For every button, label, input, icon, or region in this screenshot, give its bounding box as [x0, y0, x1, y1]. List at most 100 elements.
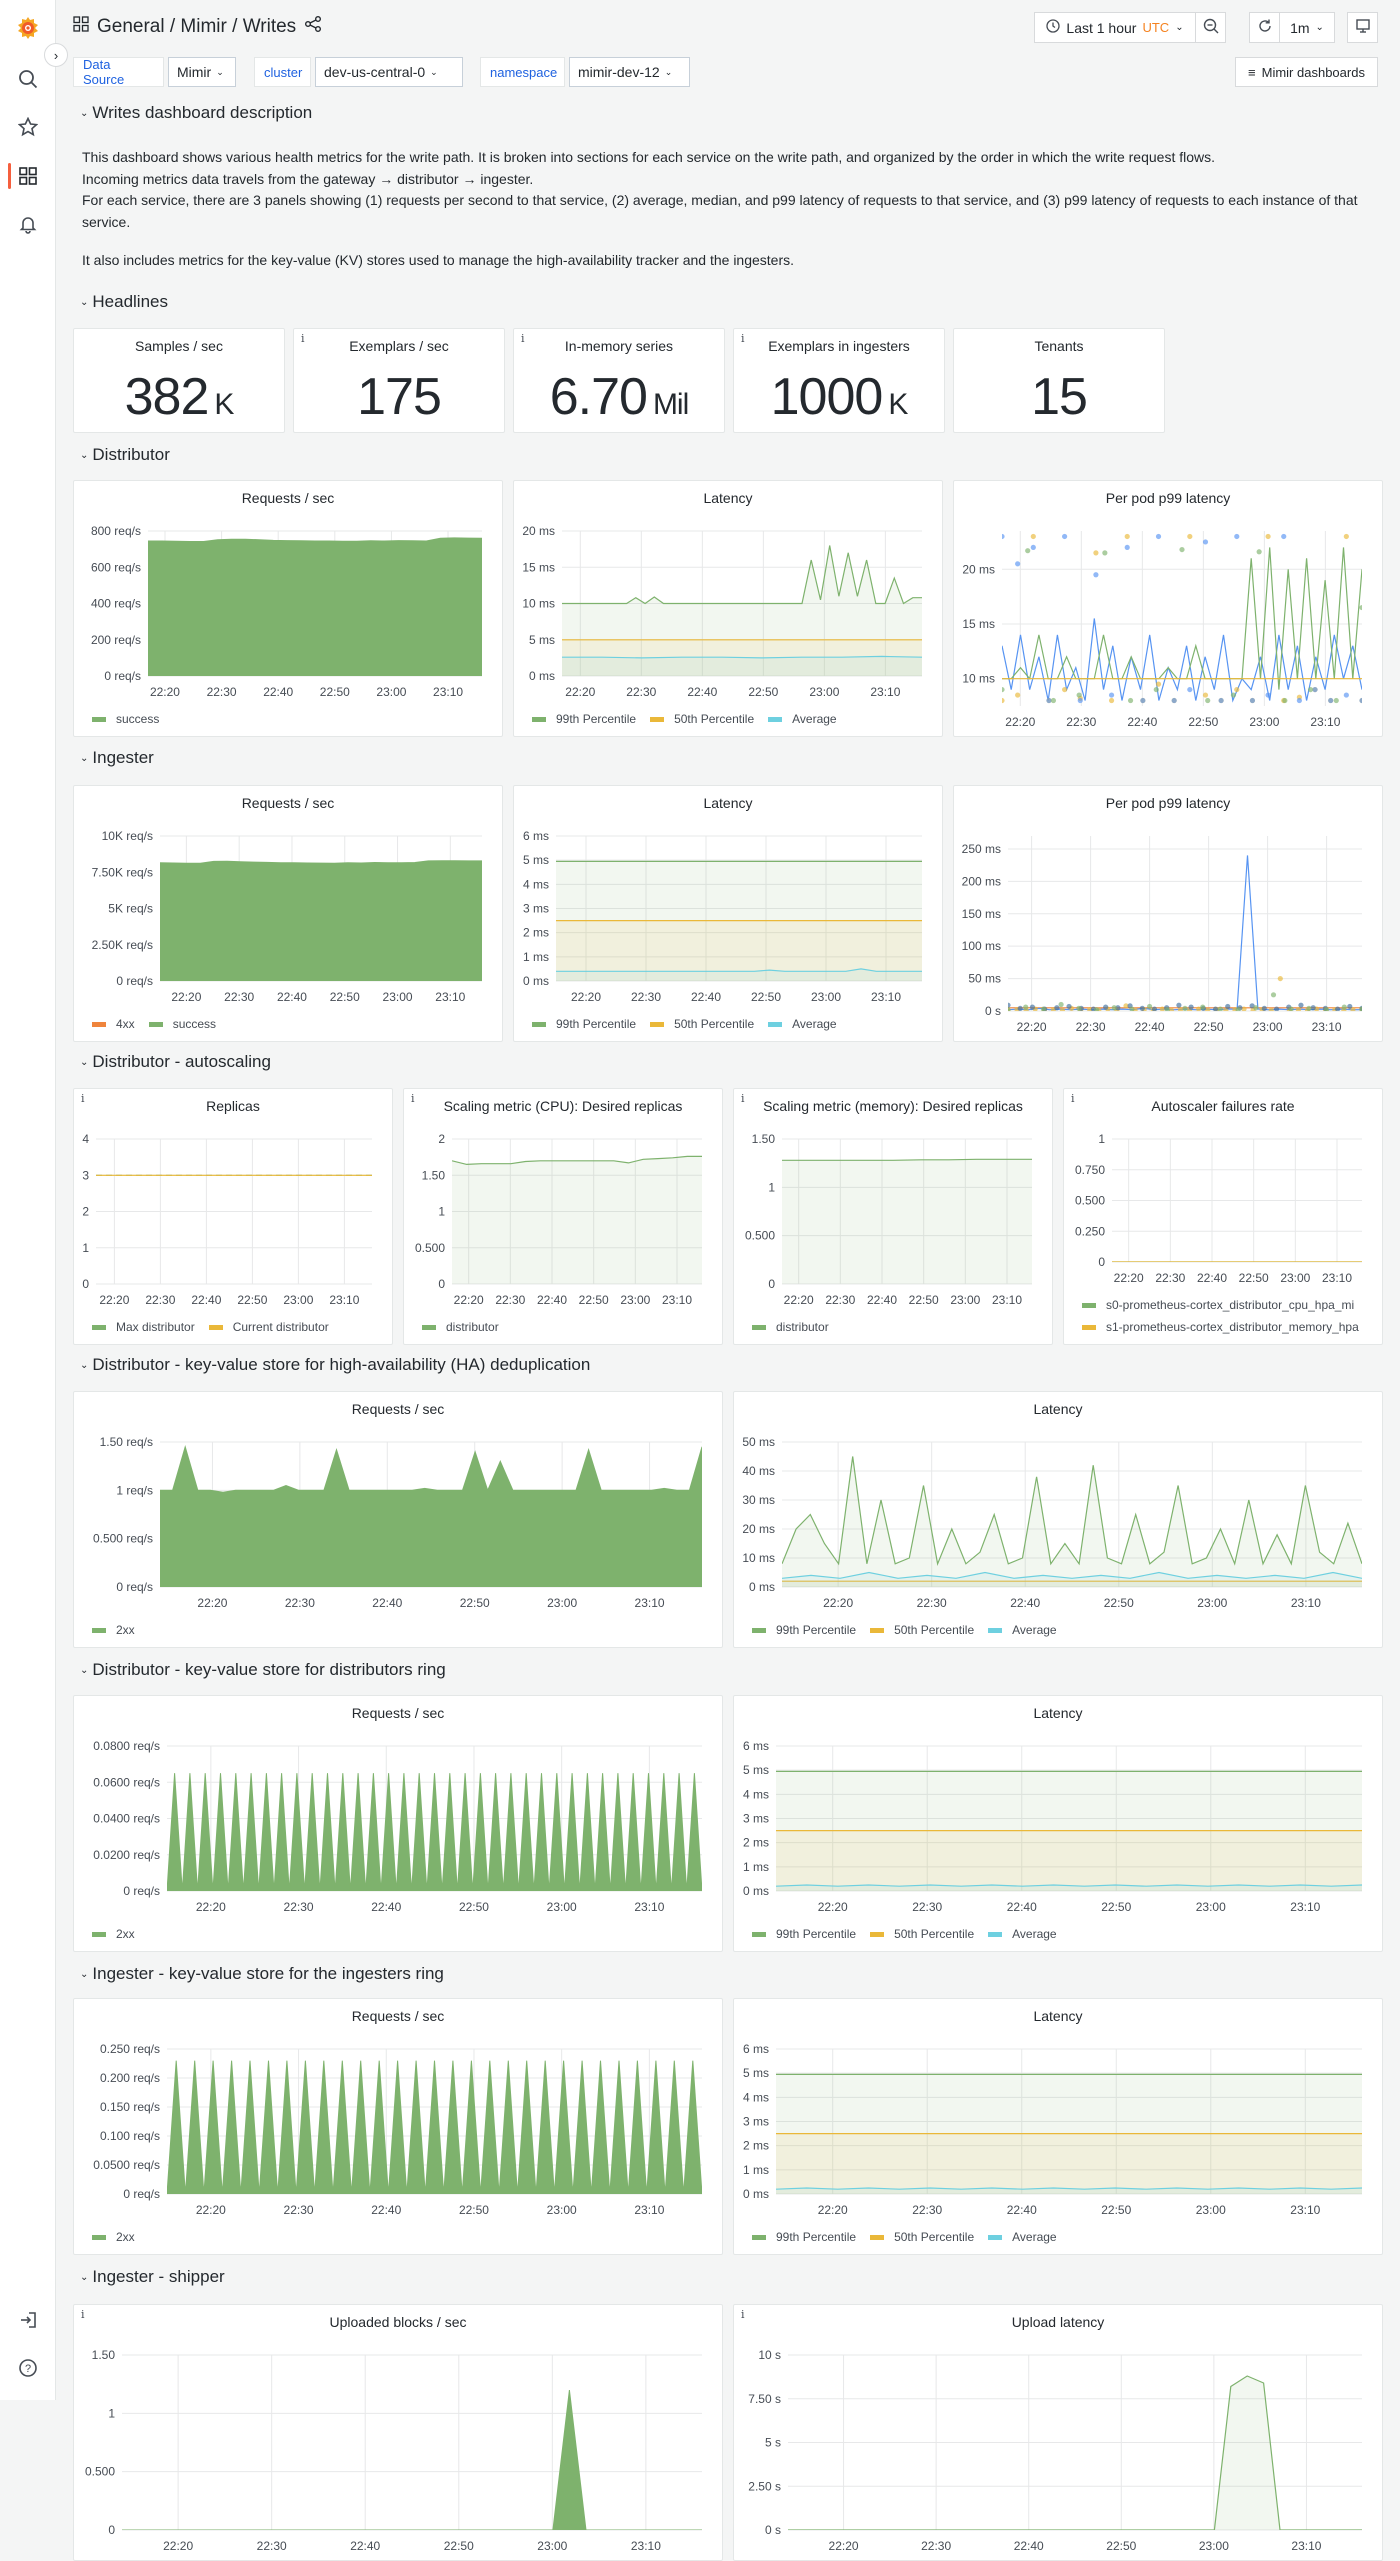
chart-panel[interactable]: 0 ms 1 ms 2 ms 3 ms 4 ms 5 ms 6 ms 22:20 22:30 22… [733, 1695, 1383, 1952]
chart-panel[interactable]: 0 ms 5 ms 10 ms 15 ms 20 ms 22:20 22:30 22:40 22… [513, 480, 943, 737]
legend-item[interactable]: 99th Percentile [752, 1621, 856, 1639]
stat-panel[interactable]: i Exemplars / sec 175 [293, 328, 505, 433]
y-tick-label: 6 ms [743, 2042, 769, 2056]
info-icon[interactable]: i [741, 1092, 745, 1105]
legend-item[interactable]: 99th Percentile [532, 710, 636, 728]
chart-panel[interactable]: 0 0.500 1 1.50 22:20 22:30 22:40 22:50 23:00 23:1… [733, 1088, 1053, 1345]
chart-panel[interactable]: 0 req/s 0.500 req/s 1 req/s 1.50 req/s 22:20… [73, 1391, 723, 1648]
y-tick-label: 5 ms [743, 2066, 769, 2080]
tv-mode-button[interactable] [1347, 12, 1378, 43]
row-header[interactable]: ⌄ Distributor [80, 445, 170, 465]
legend-item[interactable]: 2xx [92, 2228, 135, 2246]
expand-sidebar-button[interactable]: › [44, 43, 68, 67]
info-icon[interactable]: i [301, 332, 305, 345]
info-icon[interactable]: i [81, 1092, 85, 1105]
panel-title: Exemplars / sec [349, 338, 449, 354]
chart-panel[interactable]: 0 ms 10 ms 20 ms 30 ms 40 ms 50 ms 22:20 22:30 2… [733, 1391, 1383, 1648]
row-header-description[interactable]: ⌄ Writes dashboard description [80, 103, 312, 123]
data-point [1140, 697, 1146, 704]
legend-item[interactable]: 2xx [92, 1925, 135, 1943]
legend-item[interactable]: Max distributor [92, 1318, 195, 1336]
x-tick-label: 22:40 [371, 2203, 401, 2217]
datasource-select[interactable]: Mimir ⌄ [168, 57, 236, 87]
y-tick-label: 50 ms [742, 1435, 775, 1449]
chart-panel[interactable]: 10 ms 15 ms 20 ms 22:20 22:30 22:40 22:50 23:00… [953, 480, 1383, 737]
legend-item[interactable]: Average [988, 2228, 1057, 2246]
legend-label: 50th Percentile [674, 1017, 755, 1031]
cluster-select[interactable]: dev-us-central-0 ⌄ [315, 57, 463, 87]
legend-item[interactable]: 99th Percentile [532, 1015, 636, 1033]
legend-item[interactable]: 99th Percentile [752, 1925, 856, 1943]
chart-panel[interactable]: 0 req/s 200 req/s 400 req/s 600 req/s 800 re… [73, 480, 503, 737]
row-header[interactable]: ⌄ Ingester - shipper [80, 2267, 225, 2287]
legend-item[interactable]: success [148, 1015, 216, 1033]
chart-panel[interactable]: 0 0.500 1 1.50 22:20 22:30 22:40 22:50 23:00 23:1… [73, 2304, 723, 2561]
legend-item[interactable]: 50th Percentile [870, 2228, 974, 2246]
namespace-select[interactable]: mimir-dev-12 ⌄ [569, 57, 690, 87]
legend-item[interactable]: Average [988, 1621, 1057, 1639]
chart-panel[interactable]: 0 s 50 ms 100 ms 150 ms 200 ms 250 ms 22:20 22:… [953, 785, 1383, 1042]
chart-panel[interactable]: 0 s 2.50 s 5 s 7.50 s 10 s 22:20 22:30 22:40 22:… [733, 2304, 1383, 2561]
data-point [1111, 1005, 1117, 1011]
legend-item[interactable]: Current distributor [208, 1318, 329, 1336]
row-header[interactable]: ⌄ Distributor - key-value store for distr… [80, 1660, 446, 1680]
info-icon[interactable]: i [81, 2308, 85, 2321]
zoom-out-button[interactable] [1195, 12, 1226, 43]
help-icon[interactable]: ? [16, 2356, 40, 2380]
mimir-dashboards-button[interactable]: ≡ Mimir dashboards [1235, 57, 1378, 87]
search-icon[interactable] [16, 67, 40, 91]
refresh-interval-picker[interactable]: 1m ⌄ [1279, 12, 1335, 43]
info-icon[interactable]: i [741, 2308, 745, 2321]
stat-panel[interactable]: Samples / sec 382 K [73, 328, 285, 433]
refresh-button[interactable] [1249, 12, 1280, 43]
star-icon[interactable] [16, 115, 40, 139]
legend-item[interactable]: 2xx [92, 1621, 135, 1639]
share-icon[interactable] [304, 15, 322, 39]
chart-panel[interactable]: 0 ms 1 ms 2 ms 3 ms 4 ms 5 ms 6 ms 22:20 22:30 22… [733, 1998, 1383, 2255]
chart-panel[interactable]: 0 0.250 0.500 0.750 1 22:20 22:30 22:40 22:50 23:… [1063, 1088, 1383, 1345]
panel-row: 0 req/s 0.500 req/s 1 req/s 1.50 req/s 22:20… [73, 1391, 1383, 1648]
chart-panel[interactable]: 0 ms 1 ms 2 ms 3 ms 4 ms 5 ms 6 ms 22:20 22:30 22… [513, 785, 943, 1042]
legend-item[interactable]: s0-prometheus-cortex_distributor_cpu_hpa… [1082, 1296, 1354, 1314]
info-icon[interactable]: i [411, 1092, 415, 1105]
stat-panel[interactable]: Tenants 15 [953, 328, 1165, 433]
legend-swatch [92, 1021, 106, 1027]
legend-item[interactable]: Average [988, 1925, 1057, 1943]
legend-item[interactable]: 99th Percentile [752, 2228, 856, 2246]
chart-panel[interactable]: 0 0.500 1 1.50 2 22:20 22:30 22:40 22:50 23:00 23:… [403, 1088, 723, 1345]
legend-item[interactable]: 50th Percentile [650, 1015, 754, 1033]
row-header[interactable]: ⌄ Ingester [80, 748, 154, 768]
info-icon[interactable]: i [1071, 1092, 1075, 1105]
legend-item[interactable]: 50th Percentile [870, 1925, 974, 1943]
x-tick-label: 23:00 [809, 685, 839, 699]
chart-panel[interactable]: 0 req/s 2.50K req/s 5K req/s 7.50K req/s 10K… [73, 785, 503, 1042]
dashboards-icon[interactable] [16, 164, 40, 188]
time-picker-button[interactable]: Last 1 hour UTC ⌄ [1034, 12, 1196, 43]
legend-item[interactable]: s1-prometheus-cortex_distributor_memory_… [1082, 1318, 1359, 1336]
info-icon[interactable]: i [741, 332, 745, 345]
legend-item[interactable]: 4xx [92, 1015, 135, 1033]
chart-panel[interactable]: 0 1 2 3 4 22:20 22:30 22:40 22:50 23:00 23:10 i Repl… [73, 1088, 393, 1345]
info-icon[interactable]: i [521, 332, 525, 345]
row-header-headlines[interactable]: ⌄ Headlines [80, 292, 168, 312]
stat-panel[interactable]: i Exemplars in ingesters 1000 K [733, 328, 945, 433]
legend-item[interactable]: success [92, 710, 159, 728]
legend-item[interactable]: distributor [752, 1318, 829, 1336]
chart-panel[interactable]: 0 req/s 0.0200 req/s 0.0400 req/s 0.0600 re… [73, 1695, 723, 1952]
legend-item[interactable]: 50th Percentile [650, 710, 754, 728]
chart-panel[interactable]: 0 req/s 0.0500 req/s 0.100 req/s 0.150 req/… [73, 1998, 723, 2255]
legend-item[interactable]: 50th Percentile [870, 1621, 974, 1639]
mimir-dashboards-label: Mimir dashboards [1261, 64, 1365, 80]
legend-item[interactable]: distributor [422, 1318, 499, 1336]
row-header[interactable]: ⌄ Distributor - autoscaling [80, 1052, 271, 1072]
grafana-logo-icon[interactable] [16, 16, 40, 40]
breadcrumb[interactable]: General / Mimir / Writes [97, 16, 297, 37]
row-header[interactable]: ⌄ Ingester - key-value store for the inge… [80, 1964, 444, 1984]
row-header[interactable]: ⌄ Distributor - key-value store for high-… [80, 1355, 590, 1375]
series-group [160, 860, 482, 981]
legend-item[interactable]: Average [768, 710, 837, 728]
legend-item[interactable]: Average [768, 1015, 837, 1033]
bell-icon[interactable] [16, 212, 40, 236]
sign-in-icon[interactable] [16, 2308, 40, 2332]
stat-panel[interactable]: i In-memory series 6.70 Mil [513, 328, 725, 433]
